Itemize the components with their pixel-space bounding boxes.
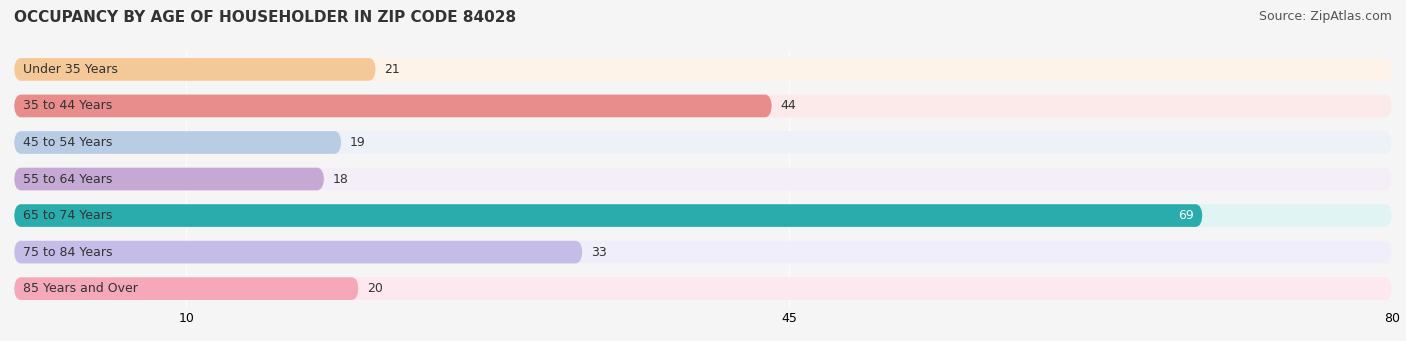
- Text: 20: 20: [367, 282, 382, 295]
- Text: 18: 18: [333, 173, 349, 186]
- Text: 55 to 64 Years: 55 to 64 Years: [22, 173, 112, 186]
- FancyBboxPatch shape: [14, 131, 342, 154]
- FancyBboxPatch shape: [14, 58, 375, 81]
- FancyBboxPatch shape: [14, 168, 1392, 190]
- Text: 65 to 74 Years: 65 to 74 Years: [22, 209, 112, 222]
- FancyBboxPatch shape: [14, 241, 582, 264]
- Text: 44: 44: [780, 100, 796, 113]
- Text: 21: 21: [384, 63, 401, 76]
- Text: Under 35 Years: Under 35 Years: [22, 63, 118, 76]
- Text: 19: 19: [350, 136, 366, 149]
- FancyBboxPatch shape: [14, 95, 1392, 117]
- Text: 35 to 44 Years: 35 to 44 Years: [22, 100, 112, 113]
- FancyBboxPatch shape: [14, 131, 1392, 154]
- Text: 85 Years and Over: 85 Years and Over: [22, 282, 138, 295]
- FancyBboxPatch shape: [14, 58, 1392, 81]
- FancyBboxPatch shape: [14, 277, 359, 300]
- FancyBboxPatch shape: [14, 241, 1392, 264]
- FancyBboxPatch shape: [14, 95, 772, 117]
- Text: 45 to 54 Years: 45 to 54 Years: [22, 136, 112, 149]
- FancyBboxPatch shape: [14, 204, 1392, 227]
- FancyBboxPatch shape: [14, 204, 1202, 227]
- Text: 33: 33: [591, 246, 607, 258]
- Text: 75 to 84 Years: 75 to 84 Years: [22, 246, 112, 258]
- FancyBboxPatch shape: [14, 277, 1392, 300]
- Text: 69: 69: [1178, 209, 1194, 222]
- Text: Source: ZipAtlas.com: Source: ZipAtlas.com: [1258, 10, 1392, 23]
- Text: OCCUPANCY BY AGE OF HOUSEHOLDER IN ZIP CODE 84028: OCCUPANCY BY AGE OF HOUSEHOLDER IN ZIP C…: [14, 10, 516, 25]
- FancyBboxPatch shape: [14, 168, 325, 190]
